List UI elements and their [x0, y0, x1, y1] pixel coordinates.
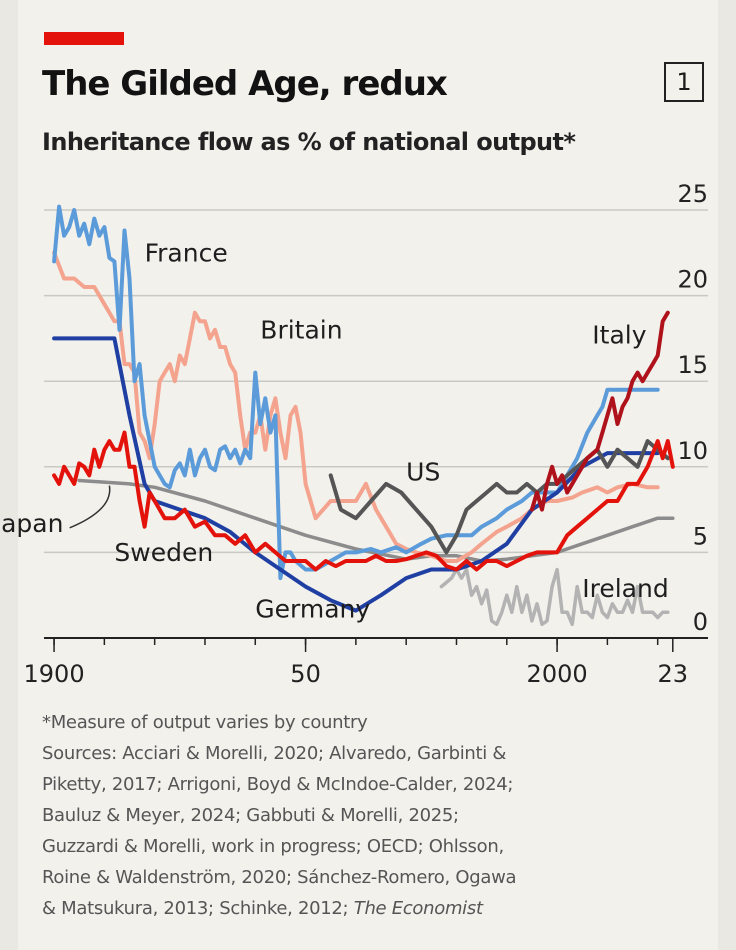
chart-title: The Gilded Age, redux — [42, 64, 448, 104]
x-tick-label: 1900 — [24, 660, 85, 688]
series-line-ireland — [439, 567, 670, 627]
chart-subtitle: Inheritance flow as % of national output… — [42, 128, 576, 156]
series-label-germany: Germany — [255, 594, 370, 623]
y-tick-label: 20 — [677, 266, 708, 294]
y-axis-ticks: 0 5 10 15 20 25 — [677, 180, 708, 636]
series-line-italy — [529, 310, 670, 512]
sources-line-6: & Matsukura, 2013; Schinke, 2012; The Ec… — [42, 893, 682, 924]
line-chart: Japan Ireland Britain France Germany US Sweden… — [0, 180, 708, 688]
brand-red-bar — [44, 32, 124, 45]
series-line-germany — [52, 336, 660, 613]
series-label-japan: Japan — [0, 509, 63, 538]
series-label-britain: Britain — [260, 315, 342, 344]
x-tick-label: 23 — [658, 660, 689, 688]
chart-number-badge: 1 — [664, 62, 704, 102]
series-line-sweden — [52, 430, 675, 572]
sources-line-4: Guzzardi & Morelli, work in progress; OE… — [42, 836, 504, 857]
series-labels: Japan Ireland Britain France Germany US Sweden… — [0, 238, 669, 623]
sources-line-3: Bauluz & Meyer, 2024; Gabbuti & Morelli,… — [42, 805, 459, 826]
series-label-italy: Italy — [592, 321, 646, 350]
japan-leader-line — [69, 485, 111, 529]
y-tick-label: 10 — [677, 437, 708, 465]
x-tick-label: 50 — [290, 660, 321, 688]
sources-line-5: Roine & Waldenström, 2020; Sánchez-Romer… — [42, 867, 517, 888]
series-line-britain — [52, 250, 660, 563]
footnotes: *Measure of output varies by country Sou… — [42, 707, 682, 924]
sources-line-1: Sources: Acciari & Morelli, 2020; Alvare… — [42, 743, 507, 764]
series-label-us: US — [406, 457, 440, 486]
x-axis-ticks: 1900 50 2000 23 — [24, 638, 689, 688]
y-tick-label: 15 — [677, 351, 708, 379]
series-label-france: France — [145, 238, 228, 267]
footnote-measure: *Measure of output varies by country — [42, 712, 368, 733]
y-tick-label: 25 — [677, 180, 708, 208]
sources-italic: The Economist — [353, 898, 483, 919]
sources-line-6-text: & Matsukura, 2013; Schinke, 2012; — [42, 898, 349, 919]
series-label-ireland: Ireland — [582, 574, 668, 603]
series-line-japan — [77, 478, 675, 563]
series-label-sweden: Sweden — [114, 538, 213, 567]
series-lines — [52, 204, 675, 627]
sources-line-2: Piketty, 2017; Arrigoni, Boyd & McIndoe-… — [42, 774, 514, 795]
series-line-france — [52, 204, 660, 581]
series-line-us — [328, 439, 670, 555]
x-tick-label: 2000 — [527, 660, 588, 688]
y-tick-label: 0 — [693, 608, 708, 636]
y-tick-label: 5 — [693, 522, 708, 550]
